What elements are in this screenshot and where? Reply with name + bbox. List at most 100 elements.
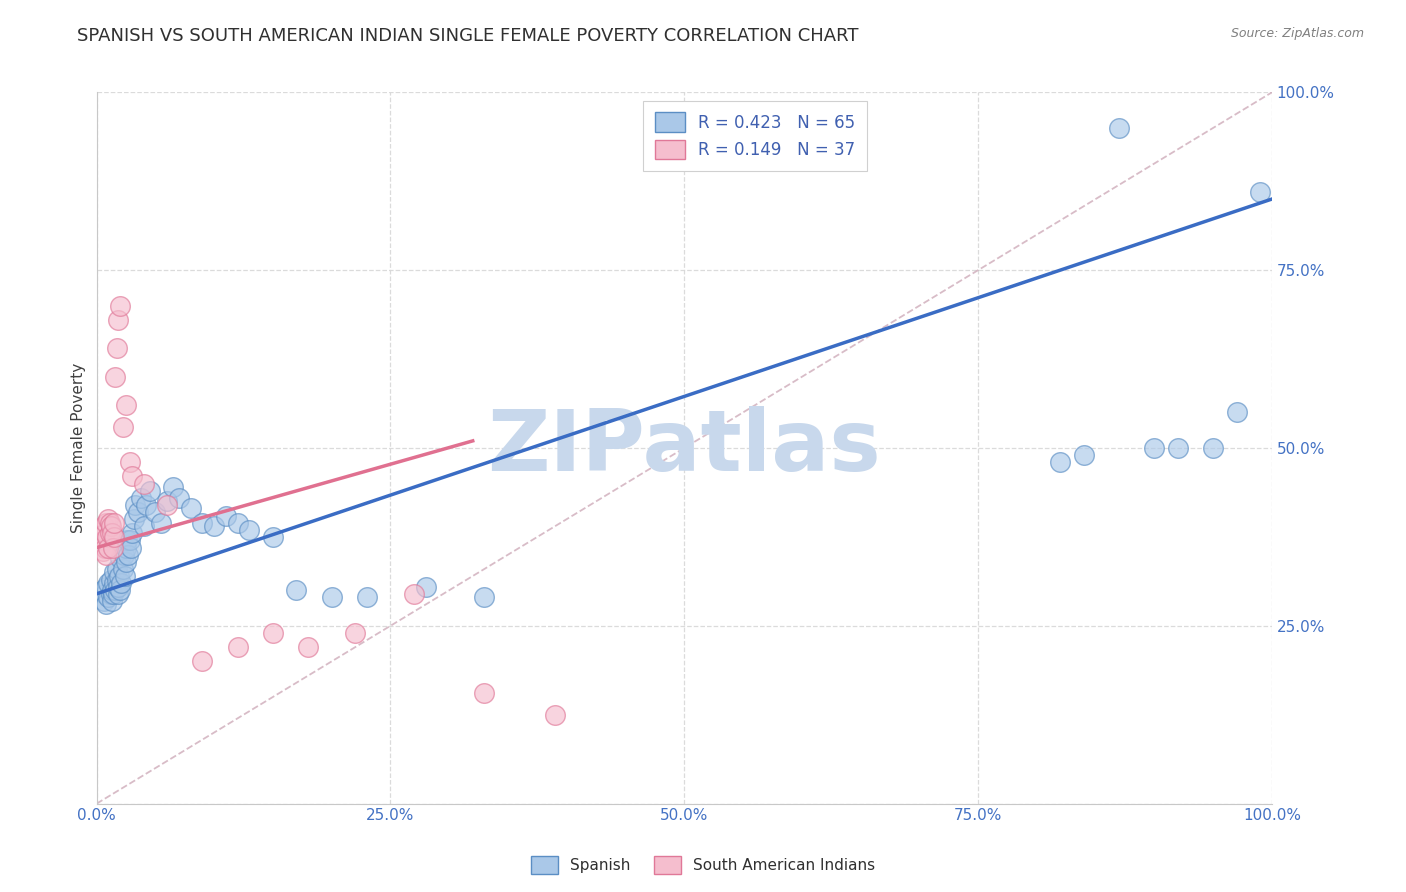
Point bbox=[94, 541, 117, 555]
Point bbox=[1249, 185, 1271, 199]
Point bbox=[112, 548, 135, 562]
Point bbox=[94, 580, 117, 594]
Point bbox=[191, 516, 214, 530]
Point bbox=[474, 591, 496, 605]
Point bbox=[1143, 441, 1166, 455]
Point bbox=[415, 580, 437, 594]
Point bbox=[321, 591, 343, 605]
Point bbox=[118, 455, 141, 469]
Point bbox=[100, 519, 122, 533]
Point bbox=[104, 369, 127, 384]
Point bbox=[114, 569, 136, 583]
Point bbox=[100, 587, 122, 601]
Point bbox=[135, 498, 157, 512]
Point bbox=[121, 526, 143, 541]
Point bbox=[105, 342, 128, 356]
Point bbox=[115, 533, 138, 548]
Legend: Spanish, South American Indians: Spanish, South American Indians bbox=[524, 850, 882, 880]
Point bbox=[285, 583, 308, 598]
Point bbox=[93, 533, 115, 548]
Point bbox=[1202, 441, 1225, 455]
Point bbox=[101, 587, 124, 601]
Point bbox=[1108, 120, 1130, 135]
Point bbox=[226, 516, 249, 530]
Point bbox=[98, 526, 121, 541]
Point bbox=[1167, 441, 1189, 455]
Point bbox=[156, 498, 179, 512]
Point bbox=[108, 551, 131, 566]
Point bbox=[238, 523, 260, 537]
Point bbox=[111, 562, 134, 576]
Point bbox=[94, 598, 117, 612]
Point bbox=[215, 508, 238, 523]
Point bbox=[117, 548, 139, 562]
Point bbox=[91, 544, 114, 558]
Point bbox=[138, 483, 160, 498]
Point bbox=[98, 516, 121, 530]
Point bbox=[297, 640, 319, 654]
Point bbox=[131, 491, 153, 505]
Point bbox=[156, 494, 179, 508]
Point bbox=[96, 530, 118, 544]
Point bbox=[344, 626, 367, 640]
Point bbox=[103, 530, 125, 544]
Point bbox=[87, 526, 110, 541]
Point bbox=[107, 313, 129, 327]
Point bbox=[101, 583, 124, 598]
Point bbox=[103, 576, 125, 591]
Point bbox=[1073, 448, 1095, 462]
Text: Source: ZipAtlas.com: Source: ZipAtlas.com bbox=[1230, 27, 1364, 40]
Point bbox=[162, 480, 184, 494]
Point bbox=[1049, 455, 1071, 469]
Point bbox=[103, 566, 125, 580]
Y-axis label: Single Female Poverty: Single Female Poverty bbox=[72, 363, 86, 533]
Point bbox=[226, 640, 249, 654]
Point bbox=[544, 707, 567, 722]
Point bbox=[108, 583, 131, 598]
Point bbox=[101, 594, 124, 608]
Point bbox=[97, 512, 120, 526]
Point bbox=[101, 541, 124, 555]
Point bbox=[108, 569, 131, 583]
Point bbox=[115, 398, 138, 412]
Point bbox=[191, 654, 214, 668]
Point bbox=[124, 498, 146, 512]
Point bbox=[1226, 405, 1249, 419]
Point bbox=[94, 526, 117, 541]
Point bbox=[90, 537, 112, 551]
Point bbox=[91, 583, 114, 598]
Point bbox=[97, 591, 120, 605]
Point bbox=[474, 686, 496, 700]
Point bbox=[94, 548, 117, 562]
Point bbox=[115, 541, 138, 555]
Point bbox=[105, 573, 128, 587]
Point bbox=[127, 505, 149, 519]
Point bbox=[202, 519, 225, 533]
Point bbox=[108, 299, 131, 313]
Point bbox=[120, 541, 142, 555]
Point bbox=[104, 583, 127, 598]
Text: SPANISH VS SOUTH AMERICAN INDIAN SINGLE FEMALE POVERTY CORRELATION CHART: SPANISH VS SOUTH AMERICAN INDIAN SINGLE … bbox=[77, 27, 859, 45]
Point bbox=[103, 516, 125, 530]
Point bbox=[93, 519, 115, 533]
Point bbox=[93, 594, 115, 608]
Point bbox=[107, 580, 129, 594]
Point bbox=[262, 530, 284, 544]
Point bbox=[262, 626, 284, 640]
Legend: R = 0.423   N = 65, R = 0.149   N = 37: R = 0.423 N = 65, R = 0.149 N = 37 bbox=[643, 101, 866, 171]
Point bbox=[101, 526, 124, 541]
Point bbox=[110, 576, 132, 591]
Point bbox=[356, 591, 378, 605]
Point bbox=[111, 419, 134, 434]
Point bbox=[121, 469, 143, 483]
Point bbox=[115, 555, 138, 569]
Point bbox=[122, 512, 145, 526]
Point bbox=[145, 505, 167, 519]
Point bbox=[150, 516, 173, 530]
Point bbox=[132, 519, 155, 533]
Point bbox=[94, 587, 117, 601]
Point bbox=[107, 587, 129, 601]
Point bbox=[105, 562, 128, 576]
Point bbox=[118, 533, 141, 548]
Point bbox=[167, 491, 190, 505]
